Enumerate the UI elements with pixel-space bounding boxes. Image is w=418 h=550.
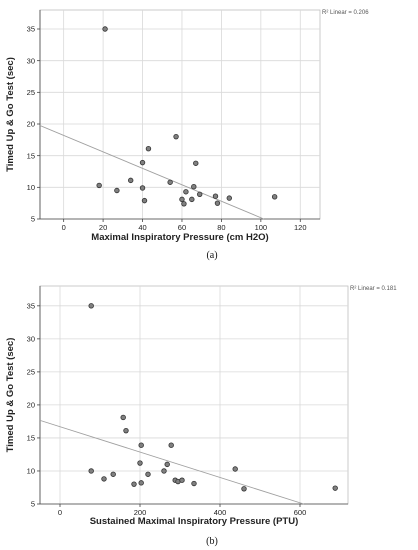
y-tick-label: 15	[27, 151, 35, 160]
data-point	[212, 193, 219, 199]
x-axis-title: Maximal Inspiratory Pressure (cm H2O)	[91, 232, 268, 243]
x-tick-label: 60	[178, 223, 186, 232]
x-tick-label: 0	[62, 223, 66, 232]
data-point	[139, 185, 146, 191]
data-point	[161, 468, 167, 474]
y-tick-label: 10	[27, 183, 35, 192]
y-tick-label: 20	[27, 401, 35, 410]
data-point	[138, 442, 144, 448]
data-point	[131, 481, 137, 487]
y-tick-label: 30	[27, 56, 35, 65]
data-point	[123, 427, 129, 434]
data-point	[110, 471, 116, 477]
y-tick-label: 5	[31, 215, 35, 224]
y-axis-title: Timed Up & Go Test (sec)	[5, 338, 16, 453]
data-point	[145, 471, 151, 477]
fit-line	[39, 419, 304, 505]
data-point	[232, 466, 238, 472]
x-tick-label: 40	[138, 223, 146, 232]
r-squared-label: R² Linear = 0.206	[322, 10, 369, 16]
data-point	[189, 196, 195, 203]
y-tick-label: 25	[27, 88, 35, 97]
data-point	[138, 480, 144, 486]
y-tick-label: 25	[27, 367, 35, 376]
x-axis-title: Sustained Maximal Inspiratory Pressure (…	[90, 516, 299, 527]
scatter-chart-a: 5 10 15 20 25 30 35 0 20 40 60 80 100 120 R² Linear = …	[5, 9, 369, 261]
data-point	[168, 442, 174, 448]
y-tick-label: 5	[31, 500, 35, 509]
data-point	[164, 461, 170, 468]
x-tick-label: 120	[294, 223, 307, 232]
data-point	[145, 145, 152, 152]
data-point	[88, 468, 94, 474]
y-axis-title: Timed Up & Go Test (sec)	[5, 57, 16, 172]
data-point	[141, 197, 148, 204]
data-point	[101, 476, 107, 482]
data-point	[226, 195, 232, 201]
data-point	[167, 179, 173, 185]
y-tick-label: 35	[27, 25, 35, 34]
r-squared-label: R² Linear = 0.181	[350, 286, 397, 292]
data-point	[120, 414, 126, 421]
data-point	[179, 196, 185, 203]
y-tick-label: 20	[27, 120, 35, 129]
data-point	[96, 182, 102, 189]
x-tick-label: 100	[255, 223, 268, 232]
data-point	[214, 200, 221, 206]
data-point	[191, 480, 197, 487]
fit-line	[39, 125, 265, 220]
data-point	[173, 133, 179, 140]
panel-label: (b)	[206, 536, 218, 547]
data-point	[179, 477, 185, 483]
data-point	[332, 485, 338, 491]
data-point	[183, 189, 189, 195]
data-point	[197, 191, 203, 197]
scatter-chart-b: 5 10 15 20 25 30 35 0 200 400 600 R² Linear = 0.181…	[5, 285, 397, 547]
data-point	[191, 183, 197, 190]
y-tick-label: 35	[27, 301, 35, 310]
data-point	[128, 177, 134, 184]
panel-label: (a)	[206, 250, 217, 261]
x-tick-label: 600	[294, 508, 307, 517]
x-tick-label: 20	[99, 223, 107, 232]
data-point	[181, 201, 187, 207]
y-tick-label: 30	[27, 334, 35, 343]
data-point	[271, 194, 278, 200]
x-tick-label: 200	[134, 508, 147, 517]
x-tick-label: 80	[217, 223, 225, 232]
data-point	[241, 486, 247, 492]
x-tick-label: 0	[58, 508, 62, 517]
data-point	[102, 26, 108, 32]
data-point	[193, 160, 199, 166]
data-point	[114, 187, 120, 194]
y-tick-label: 10	[27, 467, 35, 476]
data-point	[137, 460, 143, 466]
data-point	[88, 303, 94, 309]
x-tick-label: 400	[214, 508, 227, 517]
data-point	[139, 159, 146, 166]
y-tick-label: 15	[27, 434, 35, 443]
